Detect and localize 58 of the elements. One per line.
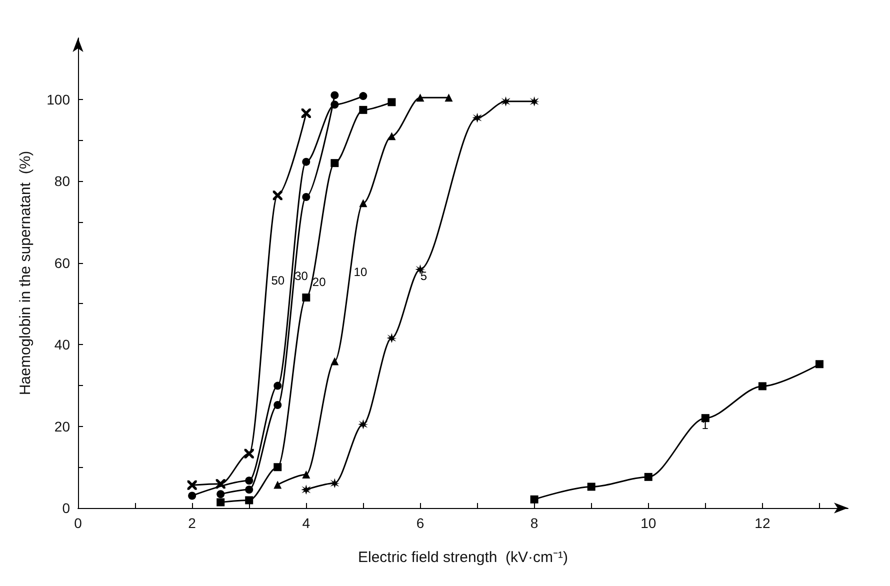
point xyxy=(358,419,368,430)
point xyxy=(330,91,339,100)
point xyxy=(274,401,282,410)
series-label: 50 xyxy=(271,274,285,288)
point xyxy=(302,294,310,302)
point xyxy=(644,472,652,481)
x-tick-label: 6 xyxy=(416,515,424,531)
y-tick-label: 100 xyxy=(46,91,70,108)
x-tick-label: 2 xyxy=(188,515,196,531)
point xyxy=(245,486,254,494)
point xyxy=(359,106,368,114)
x-tick-label: 4 xyxy=(302,515,310,531)
point xyxy=(530,495,538,504)
point xyxy=(529,96,540,106)
x-axis-title: Electric field strength (kV·cm⁻¹) xyxy=(358,549,568,566)
point xyxy=(245,496,254,504)
point xyxy=(587,482,596,491)
series-label: 20 xyxy=(312,275,326,290)
y-axis-title: Haemoglobin in the supernatant (%) xyxy=(17,150,34,396)
series-label: 30 xyxy=(294,268,308,283)
point xyxy=(245,476,254,485)
point xyxy=(386,332,397,343)
point xyxy=(416,94,424,102)
x-tick-label: 10 xyxy=(640,515,656,531)
point xyxy=(188,492,196,500)
point xyxy=(388,98,396,106)
y-tick-label: 20 xyxy=(54,418,70,434)
point xyxy=(302,470,310,478)
point xyxy=(444,94,453,102)
point xyxy=(330,478,340,488)
point xyxy=(359,199,368,208)
x-tick-label: 8 xyxy=(530,515,538,531)
point xyxy=(216,498,225,506)
point xyxy=(815,360,824,368)
point xyxy=(330,357,339,366)
point xyxy=(302,158,310,166)
series-label: 10 xyxy=(354,264,368,279)
x-tick-label: 12 xyxy=(754,515,770,531)
point xyxy=(216,490,225,498)
series-label: 5 xyxy=(420,269,428,284)
point xyxy=(758,382,766,390)
point xyxy=(274,480,282,489)
point xyxy=(472,112,482,123)
point xyxy=(359,92,368,100)
point xyxy=(500,96,511,106)
point xyxy=(301,484,312,495)
y-tick-label: 60 xyxy=(54,254,70,271)
point xyxy=(302,192,310,201)
x-tick-label: 0 xyxy=(74,515,82,531)
y-tick-label: 80 xyxy=(54,173,70,190)
point xyxy=(388,132,396,140)
point xyxy=(274,382,282,390)
y-tick-label: 0 xyxy=(62,500,70,516)
point xyxy=(330,100,339,109)
y-tick-label: 40 xyxy=(54,336,70,353)
point xyxy=(701,414,710,422)
point xyxy=(274,463,282,472)
point xyxy=(330,159,339,168)
